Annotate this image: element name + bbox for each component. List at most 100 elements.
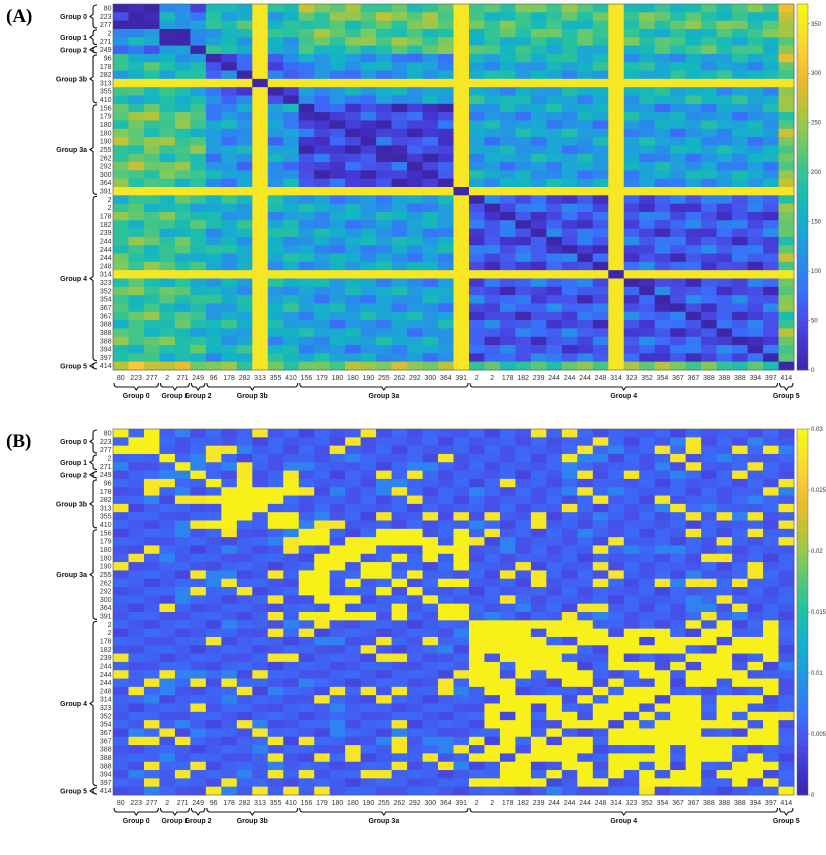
heatmap-cell — [407, 628, 423, 638]
heatmap-cell — [561, 120, 578, 130]
heatmap-cell — [561, 53, 578, 63]
heatmap-cell — [345, 211, 362, 221]
heatmap-cell — [546, 28, 563, 38]
heatmap-cell — [577, 595, 594, 605]
heatmap-cell — [654, 103, 671, 113]
heatmap-cell — [128, 703, 145, 713]
heatmap-cell — [763, 28, 779, 38]
heatmap-cell — [190, 661, 207, 671]
colorbar-segment — [797, 321, 808, 328]
heatmap-cell — [329, 28, 346, 38]
heatmap-cell — [128, 720, 145, 729]
heatmap-cell — [267, 645, 284, 654]
heatmap-cell — [422, 261, 439, 271]
col-tick-label: 2 — [165, 375, 169, 382]
heatmap-cell — [763, 786, 779, 796]
heatmap-cell — [283, 295, 300, 304]
colorbar-tick-label: 0 — [811, 368, 815, 374]
row-tick-label: 388 — [100, 763, 112, 770]
heatmap-cell — [530, 470, 547, 480]
heatmap-cell — [221, 178, 238, 188]
heatmap-cell — [732, 437, 748, 447]
heatmap-cell — [716, 361, 733, 371]
heatmap-cell — [484, 53, 501, 63]
heatmap-cell — [438, 445, 454, 455]
heatmap-cell — [716, 286, 733, 296]
row-tick-label: 271 — [100, 464, 112, 471]
heatmap-cell — [468, 345, 485, 354]
col-tick-label: 80 — [117, 375, 125, 382]
heatmap-cell — [685, 12, 702, 22]
heatmap-cell — [623, 245, 640, 254]
heatmap-cell — [732, 236, 748, 246]
heatmap-cell — [608, 720, 625, 729]
heatmap-cell — [670, 145, 687, 155]
heatmap-cell — [329, 178, 346, 188]
heatmap-cell — [422, 745, 439, 754]
heatmap-cell — [314, 120, 331, 130]
heatmap-cell — [113, 62, 129, 71]
heatmap-cell — [561, 112, 578, 121]
heatmap-cell — [128, 203, 145, 213]
heatmap-cell — [453, 478, 470, 488]
heatmap-cell — [546, 761, 563, 771]
heatmap-cell — [283, 211, 300, 221]
heatmap-cell — [391, 187, 408, 196]
colorbar-segment — [797, 782, 808, 790]
heatmap-cell — [329, 261, 346, 271]
heatmap-cell — [747, 453, 764, 463]
heatmap-cell — [438, 95, 454, 105]
heatmap-cell — [174, 187, 191, 196]
heatmap-cell — [499, 336, 516, 346]
heatmap-cell — [298, 537, 315, 546]
heatmap-cell — [391, 128, 408, 138]
heatmap-cell — [267, 311, 284, 321]
heatmap-cell — [763, 670, 779, 679]
heatmap-cell — [113, 220, 129, 229]
heatmap-cell — [329, 553, 346, 563]
heatmap-cell — [391, 462, 408, 471]
heatmap-cell — [484, 703, 501, 713]
heatmap-cell — [221, 612, 238, 621]
heatmap-cell — [623, 12, 640, 22]
heatmap-cell — [670, 28, 687, 38]
heatmap-cell — [283, 503, 300, 513]
heatmap-cell — [608, 336, 625, 346]
heatmap-cell — [701, 128, 718, 138]
heatmap-cell — [453, 587, 470, 596]
heatmap-cell — [623, 336, 640, 346]
heatmap-cell — [561, 711, 578, 721]
heatmap-cell — [732, 78, 748, 88]
heatmap-cell — [685, 653, 702, 663]
heatmap-cell — [298, 670, 315, 679]
colorbar-segment — [797, 508, 808, 515]
colorbar-segment — [797, 599, 808, 607]
col-tick-label: 292 — [409, 375, 421, 382]
heatmap-cell — [252, 703, 269, 713]
heatmap-cell — [205, 170, 222, 180]
heatmap-cell — [329, 137, 346, 146]
row-tick-label: 223 — [100, 14, 112, 21]
heatmap-cell — [174, 203, 191, 213]
heatmap-cell — [453, 512, 470, 521]
col-group-brace — [159, 807, 190, 816]
heatmap-cell — [190, 270, 207, 279]
heatmap-cell — [407, 678, 423, 688]
heatmap-cell — [685, 187, 702, 196]
heatmap-cell — [716, 187, 733, 196]
heatmap-cell — [236, 103, 253, 113]
heatmap-cell — [623, 736, 640, 746]
heatmap-cell — [422, 703, 439, 713]
heatmap-cell — [438, 178, 454, 188]
heatmap-cell — [623, 653, 640, 663]
heatmap-cell — [577, 162, 594, 171]
heatmap-cell — [438, 170, 454, 180]
heatmap-cell — [113, 295, 129, 304]
heatmap-cell — [716, 95, 733, 105]
heatmap-cell — [561, 103, 578, 113]
row-tick-label: 388 — [100, 755, 112, 762]
heatmap-cell — [252, 487, 269, 496]
heatmap-cell — [468, 720, 485, 729]
heatmap-cell — [205, 286, 222, 296]
heatmap-cell — [515, 228, 532, 238]
